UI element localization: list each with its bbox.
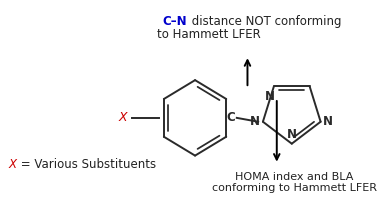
Text: C–N: C–N [162, 15, 187, 28]
Text: HOMA index and BLA: HOMA index and BLA [236, 171, 354, 182]
Text: C: C [227, 111, 236, 124]
Text: N: N [250, 115, 260, 128]
Text: X: X [119, 111, 127, 124]
Text: X: X [8, 158, 16, 171]
Text: conforming to Hammett LFER: conforming to Hammett LFER [212, 183, 377, 193]
Text: N: N [265, 90, 275, 103]
Text: to Hammett LFER: to Hammett LFER [158, 28, 261, 41]
Text: distance NOT conforming: distance NOT conforming [189, 15, 342, 28]
Text: = Various Substituents: = Various Substituents [17, 158, 156, 171]
Text: N: N [323, 115, 333, 128]
Text: N: N [287, 128, 297, 141]
